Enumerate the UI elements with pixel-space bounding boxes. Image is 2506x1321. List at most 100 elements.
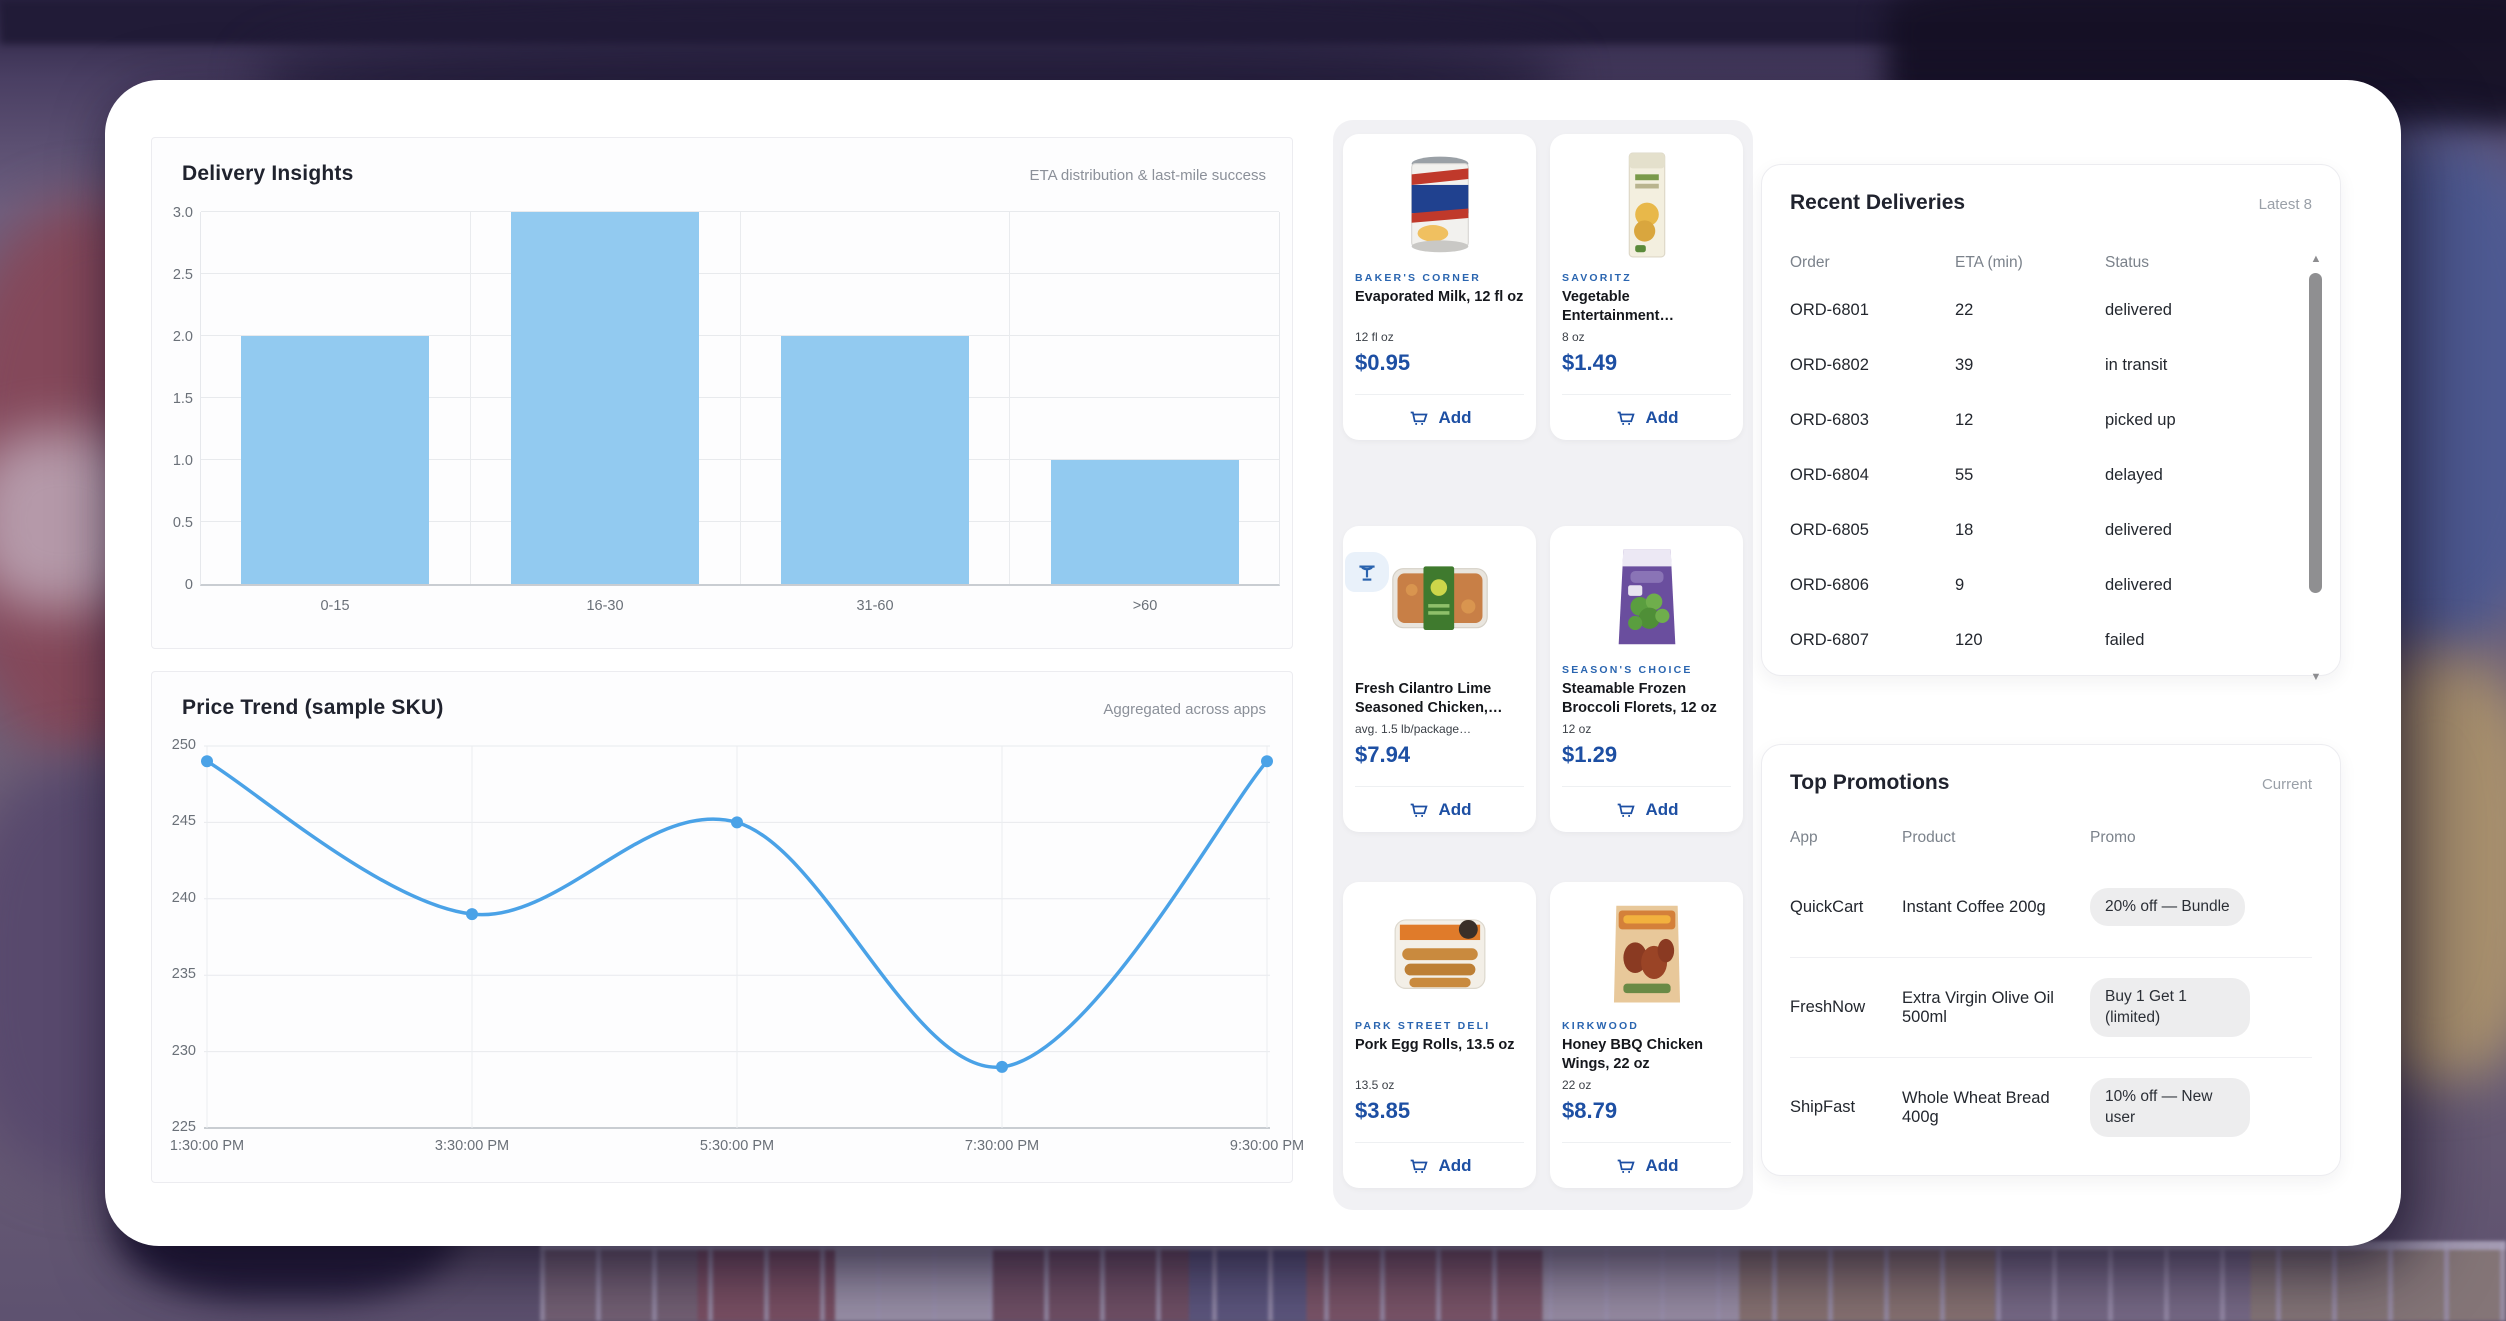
eta-value: 12 xyxy=(1955,411,1974,429)
bar-slot xyxy=(1009,212,1279,584)
recent-deliveries-panel: Recent Deliveries Latest 8 Order ETA (mi… xyxy=(1761,164,2341,683)
y-tick-label: 3.0 xyxy=(172,205,193,221)
charts-column: Delivery Insights ETA distribution & las… xyxy=(151,137,1304,1183)
status-value: in transit xyxy=(2105,356,2168,374)
promo-product: Instant Coffee 200g xyxy=(1902,897,2046,916)
add-label: Add xyxy=(1438,407,1472,427)
product-card: BAKER'S CORNER Evaporated Milk, 12 fl oz… xyxy=(1343,134,1536,440)
status-value: delivered xyxy=(2105,301,2172,319)
deliveries-scrollbar[interactable]: ▲ ▼ xyxy=(2308,253,2324,683)
delivery-row: ORD-6804 55 delayed xyxy=(1790,448,2298,503)
cart-icon xyxy=(1411,803,1429,817)
promotion-row: ShipFast Whole Wheat Bread 400g 10% off … xyxy=(1790,1057,2312,1157)
promo-badge: 20% off — Bundle xyxy=(2090,887,2245,927)
top-promotions-panel: Top Promotions Current App Product Promo… xyxy=(1761,744,2341,1176)
add-label: Add xyxy=(1645,1155,1679,1175)
weighed-item-badge xyxy=(1345,552,1389,592)
promo-app: FreshNow xyxy=(1790,998,1866,1016)
column-header-status: Status xyxy=(2105,254,2149,271)
product-image-broccoli-florets xyxy=(1562,536,1731,658)
shopping-cart-photo xyxy=(540,1241,2506,1321)
deliveries-table: Order ETA (min) Status ORD-6801 22 deliver… xyxy=(1790,243,2298,668)
product-name: Honey BBQ Chicken Wings, 22 oz xyxy=(1562,1037,1703,1072)
product-image-pork-egg-rolls xyxy=(1355,892,1524,1014)
product-card: PARK STREET DELI Pork Egg Rolls, 13.5 oz… xyxy=(1343,882,1536,1188)
add-to-cart-button[interactable]: Add xyxy=(1355,1142,1524,1188)
bar xyxy=(1050,460,1239,584)
recent-deliveries-meta: Latest 8 xyxy=(2258,196,2312,213)
y-tick-label: 245 xyxy=(171,813,196,830)
add-to-cart-button[interactable]: Add xyxy=(1562,786,1731,832)
add-to-cart-button[interactable]: Add xyxy=(1355,394,1524,440)
eta-bar-x-labels: 0-15 16-30 31-60 >60 xyxy=(200,598,1280,614)
order-id: ORD-6802 xyxy=(1790,356,1869,374)
product-image-evaporated-milk xyxy=(1355,144,1524,266)
order-id: ORD-6807 xyxy=(1790,631,1869,649)
bar-slot xyxy=(201,212,470,584)
eta-value: 39 xyxy=(1955,356,1974,374)
promo-product: Whole Wheat Bread 400g xyxy=(1902,1088,2050,1126)
scroll-up-arrow-icon[interactable]: ▲ xyxy=(2310,253,2322,265)
price-line-svg xyxy=(201,745,1273,1129)
product-card: SEASON'S CHOICE Steamable Frozen Broccol… xyxy=(1550,526,1743,832)
x-tick-label: 3:30:00 PM xyxy=(434,1138,510,1154)
column-header-app: App xyxy=(1790,829,1818,846)
x-tick-label: 5:30:00 PM xyxy=(699,1138,775,1154)
status-value: delivered xyxy=(2105,576,2172,594)
products-panel: BAKER'S CORNER Evaporated Milk, 12 fl oz… xyxy=(1333,120,1753,1210)
price-line-x-labels: 1:30:00 PM 3:30:00 PM 5:30:00 PM 7:30:00 PM… xyxy=(170,1138,1304,1168)
product-image-bbq-wings xyxy=(1562,892,1731,1014)
status-value: delayed xyxy=(2105,466,2163,484)
bar xyxy=(241,336,430,584)
y-tick-label: 0.5 xyxy=(172,515,193,532)
cart-icon xyxy=(1618,1159,1636,1173)
add-to-cart-button[interactable]: Add xyxy=(1562,1142,1731,1188)
delivery-row: ORD-6802 39 in transit xyxy=(1790,338,2298,393)
promotion-row: FreshNow Extra Virgin Olive Oil 500ml Bu… xyxy=(1790,957,2312,1057)
product-image-vegetable-crackers xyxy=(1562,144,1731,266)
y-tick-label: 2.5 xyxy=(172,267,193,283)
product-brand xyxy=(1355,664,1524,677)
add-to-cart-button[interactable]: Add xyxy=(1355,786,1524,832)
order-id: ORD-6806 xyxy=(1790,576,1869,594)
status-value: picked up xyxy=(2105,411,2176,429)
y-tick-label: 235 xyxy=(171,966,196,983)
scroll-down-arrow-icon[interactable]: ▼ xyxy=(2310,671,2322,683)
product-brand: SAVORITZ xyxy=(1562,272,1632,284)
status-value: failed xyxy=(2105,631,2145,649)
gridline xyxy=(201,211,1279,212)
product-size: 13.5 oz xyxy=(1355,1078,1395,1092)
column-header-product: Product xyxy=(1902,829,1956,846)
order-id: ORD-6804 xyxy=(1790,466,1869,484)
product-size: 12 fl oz xyxy=(1355,330,1394,344)
cart-icon xyxy=(1411,1159,1429,1173)
y-tick-label: 0 xyxy=(184,577,193,593)
add-to-cart-button[interactable]: Add xyxy=(1562,394,1731,440)
right-column: Recent Deliveries Latest 8 Order ETA (mi… xyxy=(1761,164,2341,1176)
eta-value: 9 xyxy=(1955,576,1965,594)
delivery-insights-title: Delivery Insights xyxy=(182,162,354,185)
cart-icon xyxy=(1411,411,1429,425)
order-id: ORD-6805 xyxy=(1790,521,1869,539)
promotions-table: App Product Promo QuickCart Instant Coff… xyxy=(1790,819,2312,1157)
bar-slot xyxy=(469,212,740,584)
delivery-row: ORD-6806 9 delivered xyxy=(1790,558,2298,613)
product-name: Vegetable Entertainment… xyxy=(1562,289,1674,324)
product-size: 22 oz xyxy=(1562,1078,1592,1093)
product-price: $7.94 xyxy=(1355,742,1411,768)
scrollbar-thumb[interactable] xyxy=(2309,273,2322,593)
y-tick-label: 2.0 xyxy=(172,329,193,346)
x-tick-label: 7:30:00 PM xyxy=(964,1138,1040,1154)
cart-icon xyxy=(1618,411,1636,425)
price-trend-title: Price Trend (sample SKU) xyxy=(182,696,444,719)
price-trend-subtitle: Aggregated across apps xyxy=(1103,701,1266,718)
promo-product: Extra Virgin Olive Oil 500ml xyxy=(1902,988,2054,1026)
delivery-row: ORD-6803 12 picked up xyxy=(1790,393,2298,448)
y-tick-label: 1.5 xyxy=(172,391,193,407)
delivery-insights-subtitle: ETA distribution & last-mile success xyxy=(1029,167,1266,184)
product-size: avg. 1.5 lb/package… xyxy=(1355,722,1472,737)
price-line-chart: 225 230 235 240 245 250 xyxy=(172,737,1280,1135)
status-value: delivered xyxy=(2105,521,2172,539)
bar-slots xyxy=(201,212,1279,584)
order-id: ORD-6803 xyxy=(1790,411,1869,429)
